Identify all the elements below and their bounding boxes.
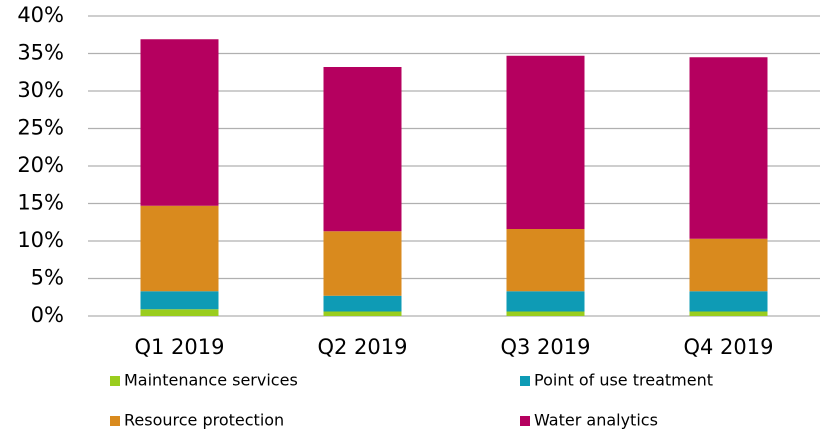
legend-label: Water analytics xyxy=(534,411,658,430)
bar-segment xyxy=(689,238,768,292)
bar-segment xyxy=(506,291,585,312)
bar-segment xyxy=(689,291,768,312)
y-tick-label: 10% xyxy=(17,228,64,252)
legend-label: Point of use treatment xyxy=(534,371,713,390)
y-tick-label: 5% xyxy=(31,266,64,290)
x-tick-label: Q4 2019 xyxy=(683,335,773,359)
y-tick-label: 20% xyxy=(17,153,64,177)
x-tick-label: Q1 2019 xyxy=(134,335,224,359)
y-tick-label: 30% xyxy=(17,78,64,102)
legend-swatch xyxy=(110,416,120,426)
bar-segment xyxy=(140,309,219,316)
y-tick-label: 15% xyxy=(17,191,64,215)
x-tick-label: Q2 2019 xyxy=(317,335,407,359)
bar-segment xyxy=(506,311,585,316)
y-tick-label: 40% xyxy=(17,3,64,27)
bar-segment xyxy=(323,231,402,296)
bar-segment xyxy=(323,67,402,232)
bar-segment xyxy=(506,55,585,229)
bar-segment xyxy=(140,39,219,206)
y-tick-label: 25% xyxy=(17,116,64,140)
bar-segment xyxy=(506,229,585,292)
legend-swatch xyxy=(110,376,120,386)
legend-swatch xyxy=(520,416,530,426)
legend-swatch xyxy=(520,376,530,386)
bar-segment xyxy=(323,311,402,316)
bar-segment xyxy=(140,291,219,310)
legend-label: Resource protection xyxy=(124,411,284,430)
bar-segment xyxy=(323,295,402,312)
legend-label: Maintenance services xyxy=(124,371,298,390)
bar-segment xyxy=(689,57,768,239)
y-tick-label: 0% xyxy=(31,303,64,327)
y-tick-label: 35% xyxy=(17,41,64,65)
bar-segment xyxy=(140,205,219,292)
x-tick-label: Q3 2019 xyxy=(500,335,590,359)
bar-segment xyxy=(689,311,768,316)
